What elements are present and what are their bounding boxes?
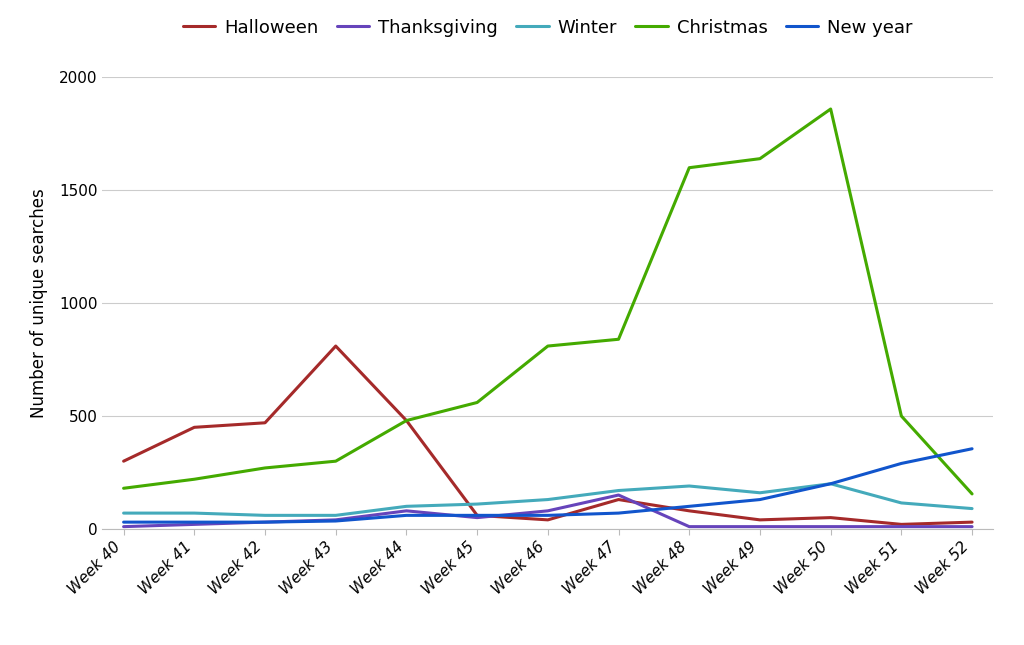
- Thanksgiving: [612, 491, 625, 499]
- Christmas: [118, 484, 130, 492]
- Winter: [259, 511, 271, 519]
- New year: [895, 459, 907, 467]
- Christmas: [612, 335, 625, 343]
- Christmas: [188, 475, 201, 483]
- Christmas: [259, 464, 271, 471]
- Halloween: [966, 518, 978, 526]
- Winter: [895, 499, 907, 507]
- Christmas: [754, 155, 766, 163]
- Line: Thanksgiving: Thanksgiving: [124, 495, 972, 526]
- Winter: [471, 501, 483, 508]
- Thanksgiving: [895, 522, 907, 530]
- Line: Christmas: Christmas: [124, 109, 972, 494]
- New year: [683, 502, 695, 510]
- Halloween: [188, 423, 201, 431]
- New year: [542, 511, 554, 519]
- Winter: [824, 480, 837, 488]
- Christmas: [400, 417, 413, 424]
- New year: [400, 511, 413, 519]
- Thanksgiving: [400, 507, 413, 515]
- Halloween: [542, 516, 554, 524]
- Y-axis label: Number of unique searches: Number of unique searches: [30, 188, 48, 418]
- Winter: [754, 489, 766, 497]
- Halloween: [259, 419, 271, 427]
- Thanksgiving: [259, 518, 271, 526]
- New year: [259, 518, 271, 526]
- Thanksgiving: [754, 522, 766, 530]
- Winter: [612, 486, 625, 494]
- New year: [330, 517, 342, 525]
- New year: [824, 480, 837, 488]
- New year: [471, 511, 483, 519]
- Halloween: [824, 513, 837, 521]
- Thanksgiving: [118, 522, 130, 530]
- Winter: [330, 511, 342, 519]
- New year: [754, 495, 766, 503]
- Winter: [966, 504, 978, 512]
- Halloween: [118, 457, 130, 465]
- Christmas: [824, 105, 837, 113]
- Thanksgiving: [824, 522, 837, 530]
- Christmas: [471, 399, 483, 406]
- Legend: Halloween, Thanksgiving, Winter, Christmas, New year: Halloween, Thanksgiving, Winter, Christm…: [183, 19, 912, 37]
- Thanksgiving: [683, 522, 695, 530]
- Christmas: [330, 457, 342, 465]
- New year: [118, 518, 130, 526]
- Line: New year: New year: [124, 449, 972, 522]
- Line: Halloween: Halloween: [124, 346, 972, 524]
- Winter: [400, 502, 413, 510]
- Christmas: [683, 164, 695, 172]
- Halloween: [754, 516, 766, 524]
- Winter: [188, 510, 201, 517]
- Thanksgiving: [542, 507, 554, 515]
- Christmas: [966, 490, 978, 498]
- Winter: [118, 510, 130, 517]
- Halloween: [612, 495, 625, 503]
- New year: [612, 510, 625, 517]
- Halloween: [330, 342, 342, 350]
- Thanksgiving: [188, 521, 201, 528]
- Halloween: [471, 511, 483, 519]
- Line: Winter: Winter: [124, 484, 972, 515]
- Christmas: [542, 342, 554, 350]
- Winter: [542, 495, 554, 503]
- New year: [188, 518, 201, 526]
- Halloween: [400, 417, 413, 424]
- New year: [966, 445, 978, 453]
- Halloween: [683, 507, 695, 515]
- Thanksgiving: [330, 516, 342, 524]
- Thanksgiving: [966, 522, 978, 530]
- Halloween: [895, 521, 907, 528]
- Christmas: [895, 412, 907, 420]
- Thanksgiving: [471, 513, 483, 521]
- Winter: [683, 482, 695, 490]
